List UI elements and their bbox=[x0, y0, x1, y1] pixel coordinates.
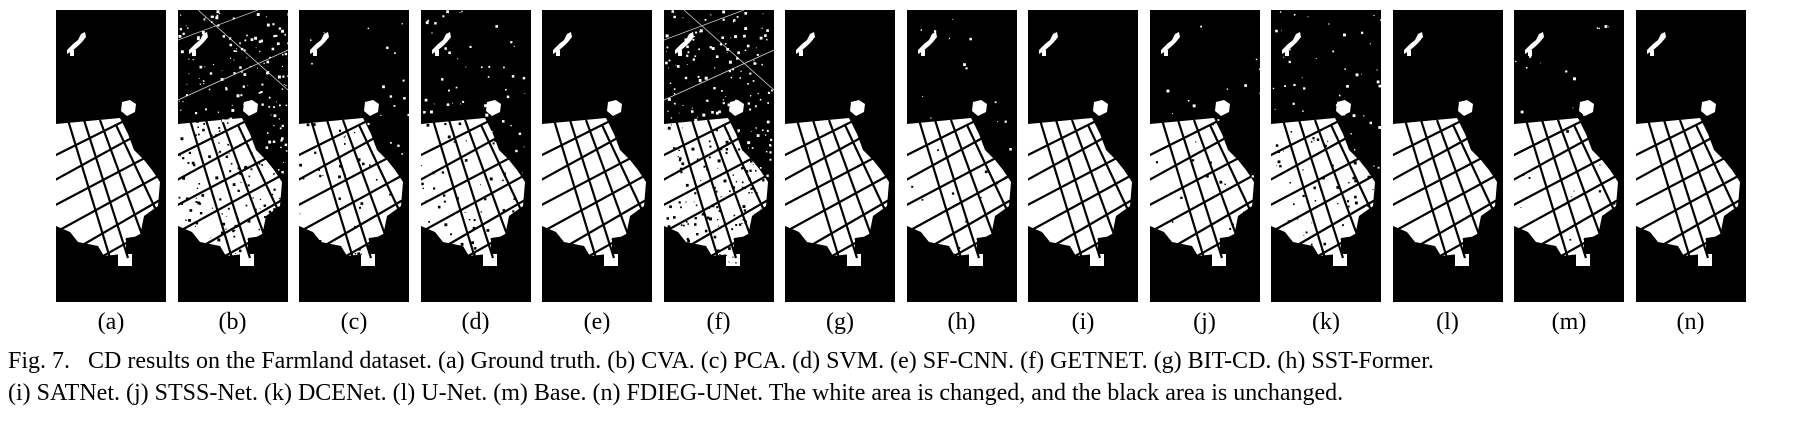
panel-g: (g) bbox=[785, 10, 895, 335]
change-map-image bbox=[663, 10, 774, 302]
caption-line-1: Fig. 7. CD results on the Farmland datase… bbox=[8, 345, 1802, 377]
change-map-image bbox=[1392, 10, 1503, 302]
panel-label: (k) bbox=[1312, 309, 1340, 335]
panel-label: (j) bbox=[1193, 309, 1216, 335]
panel-h: (h) bbox=[906, 10, 1017, 335]
figure-strip: (a) (b) (c) (d) (e) (f) (g) (h) (i) (j) (k) (l) (m) (… bbox=[56, 10, 1756, 335]
change-map-image bbox=[785, 10, 895, 302]
panel-label: (i) bbox=[1071, 309, 1095, 335]
change-map-image bbox=[56, 10, 166, 302]
caption-line-2: (i) SATNet. (j) STSS-Net. (k) DCENet. (l… bbox=[8, 380, 1344, 406]
panel-label: (h) bbox=[947, 309, 976, 335]
change-map-image bbox=[1028, 10, 1138, 302]
panel-label: (e) bbox=[583, 309, 611, 335]
change-map-image bbox=[542, 10, 652, 302]
panel-n: (n) bbox=[1635, 10, 1746, 335]
change-map-image bbox=[1514, 10, 1624, 302]
panel-b: (b) bbox=[177, 10, 288, 335]
panel-d: (d) bbox=[420, 10, 531, 335]
panel-label: (f) bbox=[706, 309, 731, 335]
change-map-image bbox=[299, 10, 409, 302]
change-map-image bbox=[420, 10, 531, 302]
change-map-image bbox=[906, 10, 1017, 302]
panel-k: (k) bbox=[1271, 10, 1381, 335]
panel-j: (j) bbox=[1149, 10, 1260, 335]
panel-c: (c) bbox=[299, 10, 409, 335]
figure-number: Fig. 7. bbox=[8, 348, 71, 374]
panel-label: (b) bbox=[218, 309, 247, 335]
panel-label: (a) bbox=[97, 309, 125, 335]
change-map-image bbox=[1149, 10, 1260, 302]
panel-f: (f) bbox=[663, 10, 774, 335]
caption-text-1: CD results on the Farmland dataset. (a) … bbox=[88, 348, 1434, 374]
change-map-image bbox=[177, 10, 288, 302]
panel-label: (d) bbox=[461, 309, 490, 335]
panel-i: (i) bbox=[1028, 10, 1138, 335]
panel-l: (l) bbox=[1392, 10, 1503, 335]
panel-e: (e) bbox=[542, 10, 652, 335]
change-map-image bbox=[1635, 10, 1746, 302]
panel-label: (n) bbox=[1676, 309, 1705, 335]
change-map-image bbox=[1271, 10, 1381, 302]
panel-label: (g) bbox=[826, 309, 854, 335]
figure-caption: Fig. 7. CD results on the Farmland datase… bbox=[8, 345, 1802, 409]
panel-label: (m) bbox=[1551, 309, 1587, 335]
panel-m: (m) bbox=[1514, 10, 1624, 335]
panel-label: (c) bbox=[340, 309, 368, 335]
panel-label: (l) bbox=[1436, 309, 1459, 335]
panel-a: (a) bbox=[56, 10, 166, 335]
